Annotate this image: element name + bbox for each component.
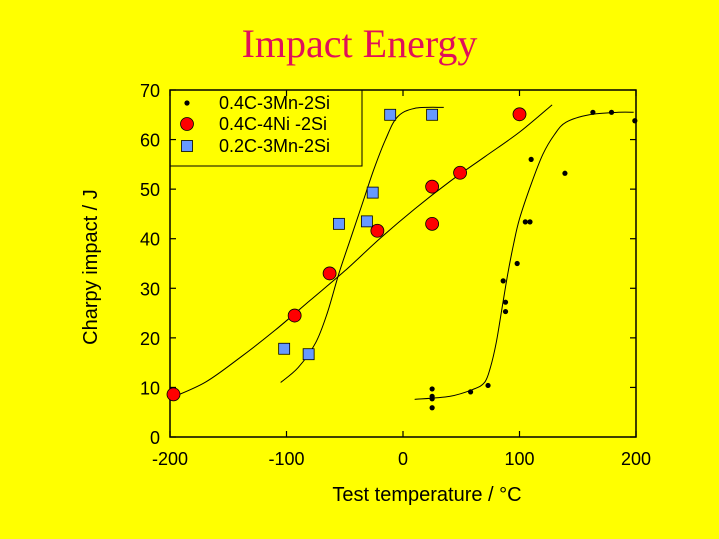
data-point-series-1 — [429, 396, 435, 402]
data-point-series-1 — [429, 405, 435, 411]
data-point-series-3 — [366, 186, 379, 199]
data-point-series-1 — [608, 109, 615, 115]
legend-marker-3 — [181, 140, 193, 152]
fit-curve-2 — [169, 104, 553, 399]
data-point-series-2 — [453, 165, 467, 180]
data-point-series-1 — [485, 382, 491, 389]
data-point-series-1 — [527, 219, 533, 225]
data-point-series-1 — [590, 109, 596, 115]
legend-label-1: 0.4C-3Mn-2Si — [219, 93, 330, 113]
data-point-series-3 — [333, 217, 345, 230]
data-point-series-1 — [514, 260, 520, 267]
fit-curve-3 — [280, 106, 444, 383]
x-tick-label: 100 — [504, 449, 534, 469]
data-point-series-1 — [528, 156, 534, 162]
y-axis-label: Charpy impact / J — [80, 189, 102, 345]
legend-marker-2 — [180, 117, 194, 131]
legend-label-3: 0.2C-3Mn-2Si — [219, 136, 330, 156]
x-tick-label: 0 — [398, 449, 408, 469]
y-tick-label: 50 — [140, 180, 160, 200]
x-tick-label: -100 — [268, 449, 304, 469]
data-point-series-1 — [522, 219, 528, 225]
data-point-series-2 — [425, 216, 440, 231]
data-point-series-3 — [278, 342, 291, 355]
data-point-series-2 — [512, 107, 527, 122]
data-point-series-3 — [360, 215, 373, 228]
data-point-series-2 — [166, 387, 181, 402]
data-point-series-3 — [302, 348, 315, 361]
data-point-series-1 — [502, 308, 509, 315]
y-tick-label: 40 — [140, 230, 160, 250]
y-tick-label: 60 — [140, 131, 160, 151]
data-point-series-2 — [322, 266, 337, 281]
data-point-series-1 — [562, 170, 568, 176]
data-point-series-1 — [429, 386, 435, 392]
x-tick-label: 200 — [621, 449, 651, 469]
data-point-series-2 — [370, 223, 385, 238]
data-point-series-1 — [500, 278, 506, 284]
data-point-series-3 — [384, 108, 397, 121]
data-point-series-3 — [426, 108, 439, 121]
legend-marker-1 — [184, 100, 190, 106]
chart-title: Impact Energy — [241, 21, 478, 66]
y-tick-label: 10 — [140, 378, 160, 398]
x-axis-label: Test temperature / °C — [332, 484, 521, 506]
data-point-series-1 — [502, 299, 509, 305]
x-tick-label: -200 — [152, 449, 188, 469]
y-tick-label: 30 — [140, 279, 160, 299]
data-point-series-2 — [425, 179, 440, 194]
y-tick-label: 0 — [150, 428, 160, 448]
data-point-series-1 — [467, 389, 474, 395]
data-point-series-2 — [287, 308, 302, 323]
y-tick-label: 20 — [140, 329, 160, 349]
data-point-series-1 — [632, 118, 638, 124]
y-tick-label: 70 — [140, 81, 160, 101]
legend-label-2: 0.4C-4Ni -2Si — [219, 114, 327, 134]
legend-box — [169, 89, 363, 167]
fit-curve-1 — [414, 111, 634, 400]
